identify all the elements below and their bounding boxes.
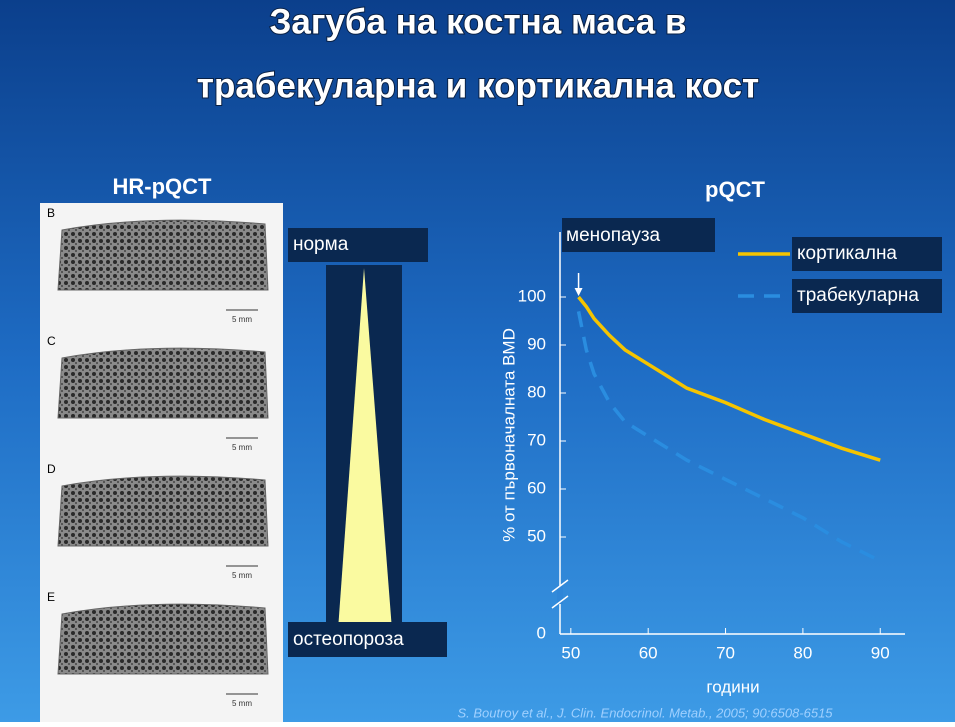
chart-title: pQCT — [705, 177, 765, 202]
scale-label: 5 mm — [232, 315, 252, 324]
annotation-arrow — [574, 288, 583, 296]
legend-label: кортикална — [797, 243, 897, 264]
x-tick-label: 60 — [639, 643, 658, 662]
image-label: C — [47, 334, 56, 348]
y-axis-label: % от първоначалната BMD — [499, 328, 518, 542]
title-line: Загуба на костна маса в — [270, 2, 687, 41]
bone-image — [57, 603, 269, 675]
y-tick-label: 80 — [527, 382, 546, 401]
legend-box — [792, 279, 942, 313]
y-tick-label: 0 — [537, 623, 546, 642]
y-tick-label: 100 — [518, 286, 546, 305]
legend-label: трабекуларна — [797, 285, 919, 306]
axis-break — [557, 586, 563, 604]
label-box — [288, 228, 428, 262]
y-tick-label: 90 — [527, 334, 546, 353]
scale-label: 5 mm — [232, 443, 252, 452]
y-tick-label: 60 — [527, 478, 546, 497]
scale-label: 5 mm — [232, 699, 252, 708]
axis-break — [551, 579, 569, 593]
legend-box — [792, 237, 942, 271]
series-line — [577, 295, 881, 462]
bone-image — [57, 475, 269, 547]
citation: S. Boutroy et al., J. Clin. Endocrinol. … — [457, 705, 833, 720]
y-tick-label: 70 — [527, 430, 546, 449]
scale-bottom: остеопороза — [293, 629, 404, 650]
title-line: трабекуларна и кортикална кост — [197, 66, 759, 105]
label-box — [562, 218, 715, 252]
y-tick-label: 50 — [527, 526, 546, 545]
axis-break — [551, 595, 569, 609]
series-line — [576, 311, 882, 563]
image-label: D — [47, 462, 56, 476]
bone-image — [57, 219, 269, 291]
x-tick-label: 90 — [871, 643, 890, 662]
scale-triangle — [338, 268, 392, 630]
bone-image — [57, 347, 269, 419]
image-label: B — [47, 206, 55, 220]
label-box — [288, 622, 447, 657]
annotation: менопауза — [566, 225, 661, 246]
x-tick-label: 70 — [716, 643, 735, 662]
x-axis-label: години — [706, 677, 759, 696]
x-tick-label: 80 — [793, 643, 812, 662]
image-label: E — [47, 590, 55, 604]
left-title: HR-pQCT — [113, 174, 213, 199]
scale-top: норма — [293, 234, 349, 255]
x-tick-label: 50 — [561, 643, 580, 662]
scale-label: 5 mm — [232, 571, 252, 580]
